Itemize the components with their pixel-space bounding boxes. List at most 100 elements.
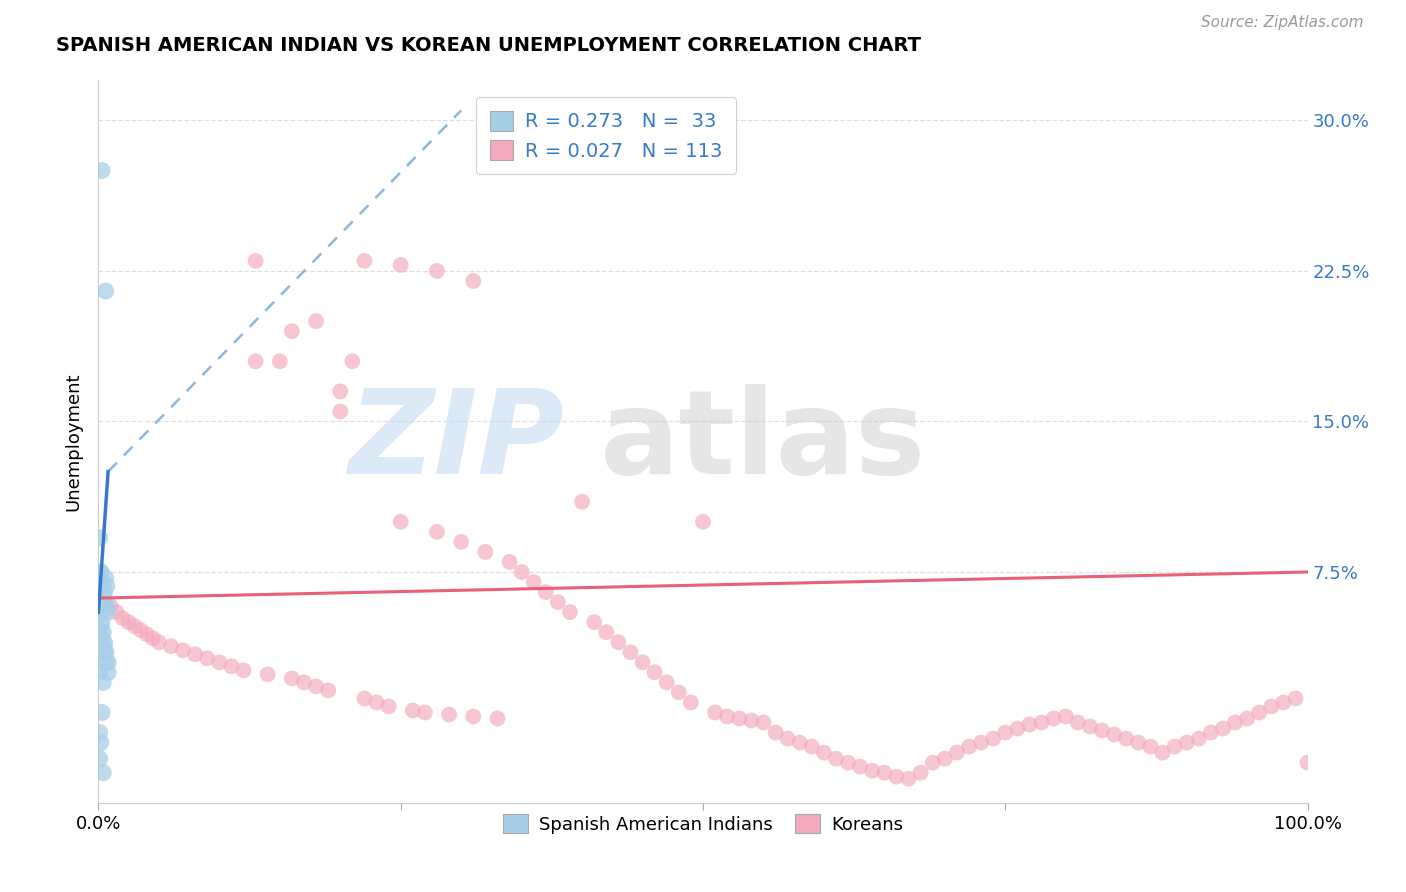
Point: [135, 627, 157, 641]
Point: [142, 632, 165, 646]
Point: [1272, 696, 1295, 710]
Point: [1078, 719, 1101, 733]
Text: SPANISH AMERICAN INDIAN VS KOREAN UNEMPLOYMENT CORRELATION CHART: SPANISH AMERICAN INDIAN VS KOREAN UNEMPL…: [56, 36, 921, 54]
Point: [607, 635, 630, 649]
Point: [305, 680, 328, 694]
Point: [148, 635, 170, 649]
Point: [728, 712, 751, 726]
Point: [619, 645, 641, 659]
Point: [1115, 731, 1137, 746]
Point: [118, 615, 141, 630]
Point: [921, 756, 943, 770]
Point: [1223, 715, 1246, 730]
Point: [1091, 723, 1114, 738]
Point: [89, 531, 111, 545]
Point: [93, 591, 115, 606]
Point: [716, 709, 738, 723]
Point: [437, 707, 460, 722]
Point: [89, 595, 111, 609]
Point: [970, 735, 993, 749]
Point: [342, 354, 364, 368]
Point: [886, 770, 908, 784]
Point: [704, 706, 727, 720]
Text: Source: ZipAtlas.com: Source: ZipAtlas.com: [1201, 15, 1364, 29]
Text: ZIP: ZIP: [347, 384, 564, 499]
Point: [316, 683, 339, 698]
Point: [910, 765, 932, 780]
Point: [679, 696, 702, 710]
Point: [195, 651, 218, 665]
Point: [91, 765, 114, 780]
Point: [91, 579, 114, 593]
Point: [934, 751, 956, 765]
Point: [329, 404, 352, 418]
Point: [1199, 725, 1222, 739]
Point: [1042, 712, 1064, 726]
Point: [89, 665, 111, 680]
Point: [93, 639, 115, 653]
Point: [523, 574, 546, 589]
Point: [426, 264, 449, 278]
Point: [631, 655, 654, 669]
Point: [474, 545, 496, 559]
Point: [1296, 756, 1319, 770]
Point: [90, 565, 112, 579]
Point: [281, 672, 304, 686]
Point: [1018, 717, 1040, 731]
Point: [644, 665, 666, 680]
Point: [813, 746, 835, 760]
Point: [89, 751, 111, 765]
Point: [558, 605, 581, 619]
Point: [89, 725, 111, 739]
Point: [91, 675, 114, 690]
Text: atlas: atlas: [600, 384, 927, 499]
Y-axis label: Unemployment: Unemployment: [65, 372, 83, 511]
Point: [1152, 746, 1174, 760]
Point: [245, 354, 267, 368]
Point: [873, 765, 896, 780]
Point: [91, 615, 114, 630]
Point: [1260, 699, 1282, 714]
Point: [100, 599, 122, 614]
Point: [97, 655, 120, 669]
Point: [269, 354, 291, 368]
Point: [510, 565, 533, 579]
Point: [91, 625, 114, 640]
Point: [668, 685, 690, 699]
Point: [1163, 739, 1185, 754]
Point: [1175, 735, 1198, 749]
Point: [1007, 722, 1029, 736]
Point: [90, 605, 112, 619]
Point: [450, 534, 472, 549]
Point: [377, 699, 399, 714]
Point: [740, 714, 762, 728]
Point: [105, 605, 128, 619]
Point: [256, 667, 278, 681]
Point: [498, 555, 520, 569]
Point: [96, 655, 118, 669]
Point: [90, 735, 112, 749]
Point: [389, 515, 412, 529]
Point: [1236, 712, 1258, 726]
Point: [1284, 691, 1306, 706]
Point: [96, 579, 118, 593]
Point: [329, 384, 352, 399]
Point: [160, 639, 183, 653]
Point: [534, 585, 557, 599]
Point: [97, 665, 120, 680]
Point: [111, 611, 134, 625]
Point: [994, 725, 1017, 739]
Point: [1188, 731, 1211, 746]
Point: [184, 648, 207, 662]
Point: [292, 675, 315, 690]
Point: [305, 314, 328, 328]
Point: [353, 253, 375, 268]
Point: [208, 655, 231, 669]
Point: [547, 595, 569, 609]
Point: [897, 772, 920, 786]
Point: [366, 696, 388, 710]
Point: [91, 632, 114, 646]
Point: [91, 574, 114, 589]
Point: [1249, 706, 1271, 720]
Point: [221, 659, 243, 673]
